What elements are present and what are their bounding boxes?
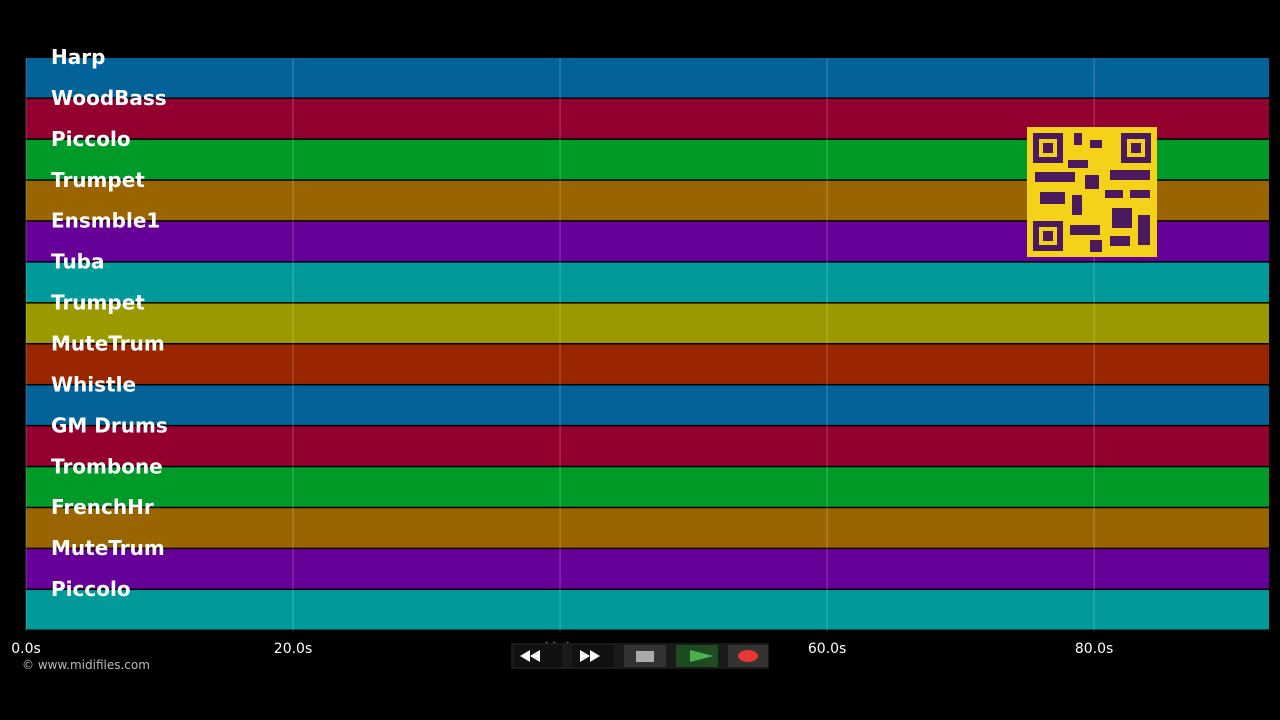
track-band [26, 303, 1269, 343]
record-button[interactable] [728, 645, 768, 667]
fast-forward-button[interactable] [572, 645, 614, 667]
tick-label: 80.0s [1075, 641, 1113, 657]
rewind-button[interactable] [514, 645, 562, 667]
track-band [26, 344, 1269, 384]
track-band [26, 590, 1269, 630]
track-label: Whistle [51, 372, 136, 396]
tick-label: 60.0s [808, 641, 846, 657]
track-label: Tuba [51, 250, 105, 274]
track-label: FrenchHr [51, 495, 154, 519]
track-band [26, 262, 1269, 303]
track-band [26, 467, 1269, 507]
track-band [26, 426, 1269, 466]
track-band [26, 385, 1269, 425]
track-band [26, 549, 1269, 589]
track-band [26, 508, 1269, 548]
transport-controls [511, 643, 769, 669]
track-band [26, 58, 1269, 98]
stop-button[interactable] [624, 645, 666, 667]
track-label: WoodBass [51, 86, 167, 110]
track-labels: Harp WoodBass Piccolo Trumpet Ensmble1 Tuba Tr… [51, 45, 168, 601]
track-label: MuteTrum [51, 332, 165, 356]
track-label: Trumpet [51, 168, 145, 192]
time-grid [25, 58, 1095, 631]
credit: © www.midifiles.com [22, 658, 150, 672]
track-label: Trombone [51, 454, 163, 478]
play-button[interactable] [676, 645, 718, 667]
qr-code [1027, 127, 1157, 257]
track-label: Piccolo [51, 577, 131, 601]
tick-label: 0.0s [11, 641, 41, 657]
track-label: Trumpet [51, 291, 145, 315]
track-label: Ensmble1 [51, 209, 160, 233]
track-label: GM Drums [51, 413, 168, 437]
track-label: Piccolo [51, 127, 131, 151]
track-label: Harp [51, 45, 105, 69]
track-label: MuteTrum [51, 536, 165, 560]
tick-label: 20.0s [274, 641, 312, 657]
